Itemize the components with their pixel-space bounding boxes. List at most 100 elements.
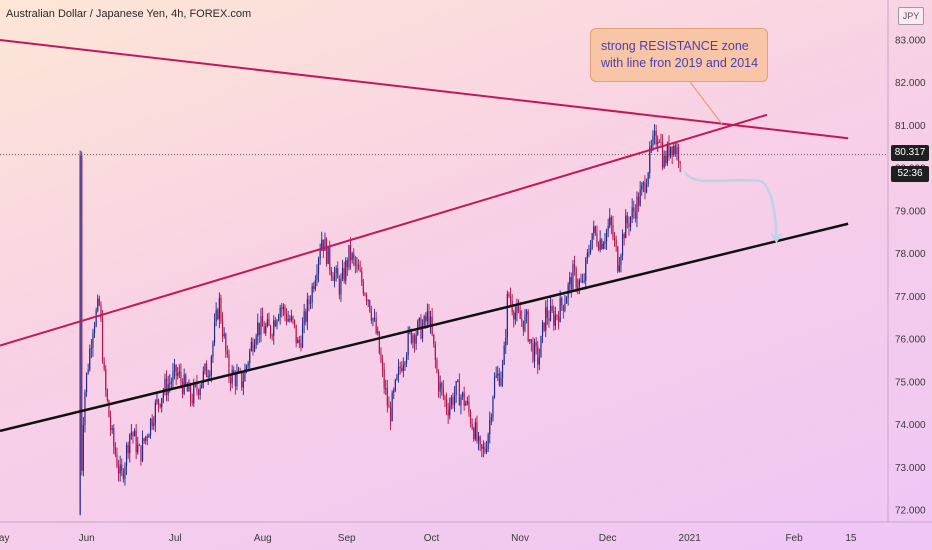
candle-body: [569, 277, 571, 285]
candle-body: [460, 396, 462, 406]
y-tick-label: 79.000: [895, 206, 926, 217]
candle-body: [266, 319, 268, 327]
annotation-callout[interactable]: strong RESISTANCE zone with line fron 20…: [590, 28, 768, 82]
candle-body: [234, 373, 236, 386]
candle-body: [519, 311, 521, 319]
candle-body: [439, 382, 441, 392]
candle-body: [92, 332, 94, 348]
candle-body: [471, 424, 473, 429]
candle-body: [533, 342, 536, 362]
candles[interactable]: [79, 124, 681, 516]
x-tick-label: Feb: [785, 533, 803, 544]
candle-body: [268, 319, 270, 326]
candle-body: [613, 237, 616, 241]
candle-body: [105, 368, 107, 390]
candle-body: [207, 376, 209, 378]
candle-body: [114, 446, 116, 455]
x-tick-label: Nov: [511, 533, 529, 544]
candle-body: [617, 246, 619, 272]
candle-body: [269, 325, 272, 336]
candle-body: [90, 347, 92, 350]
candle-body: [319, 250, 321, 259]
candle-body: [527, 311, 529, 341]
candle-body: [474, 422, 476, 440]
candle-body: [599, 239, 601, 250]
candle-body: [623, 234, 625, 239]
candle-body: [594, 226, 596, 234]
candle-body: [231, 369, 233, 384]
candle-body: [177, 373, 179, 376]
currency-unit-button[interactable]: JPY: [898, 7, 924, 25]
candle-body: [428, 311, 430, 325]
candle-body: [588, 252, 590, 254]
candle-body: [458, 380, 460, 406]
candle-body: [127, 444, 129, 454]
candle-body: [372, 318, 374, 321]
candle-body: [265, 326, 267, 334]
candle-body: [610, 217, 612, 225]
candle-body: [209, 375, 211, 377]
candle-body: [634, 211, 636, 219]
rising-trendline[interactable]: [0, 113, 768, 347]
candle-body: [589, 248, 592, 253]
candle-body: [402, 365, 404, 372]
candle-body: [324, 238, 326, 251]
candle-body: [572, 264, 574, 290]
candle-body: [649, 147, 651, 173]
candle-body: [111, 428, 113, 430]
candle-body: [367, 300, 369, 301]
candle-body: [97, 298, 99, 311]
candle-body: [666, 143, 668, 164]
candle-body: [485, 449, 488, 452]
y-tick-label: 76.000: [895, 335, 926, 346]
candle-body: [565, 298, 568, 304]
candle-body: [180, 371, 182, 382]
annotation-line-1: strong RESISTANCE zone: [601, 39, 749, 53]
candle-body: [330, 269, 332, 277]
candle-body: [509, 295, 512, 302]
candle-body: [178, 371, 180, 374]
candle-body: [173, 364, 176, 372]
forecast-arrow[interactable]: [684, 171, 778, 241]
support-trendline[interactable]: [0, 222, 849, 433]
candle-body: [327, 246, 329, 264]
y-tick-label: 78.000: [895, 249, 926, 260]
y-tick-label: 83.000: [895, 36, 926, 47]
candle-body: [228, 354, 230, 378]
candle-body: [377, 331, 379, 334]
candle-body: [637, 196, 640, 206]
x-tick-label: Oct: [424, 533, 440, 544]
candle-body: [87, 369, 89, 374]
candle-body: [133, 430, 136, 437]
candle-body: [338, 278, 340, 295]
candle-body: [329, 246, 331, 270]
candle-body: [437, 372, 440, 392]
candle-body: [506, 294, 508, 338]
candle-body: [676, 147, 678, 155]
candle-body: [538, 357, 540, 365]
candle-body: [644, 182, 646, 193]
candle-body: [541, 322, 544, 336]
candle-body: [375, 317, 377, 334]
resistance-trendline[interactable]: [0, 39, 849, 140]
candle-body: [247, 363, 249, 366]
candle-body: [145, 436, 147, 442]
candle-body: [124, 465, 126, 480]
x-tick-label: Jun: [79, 533, 95, 544]
candle-body: [193, 384, 195, 404]
candle-body: [570, 277, 572, 290]
candle-body: [236, 372, 238, 386]
candle-body: [186, 385, 188, 392]
y-tick-label: 77.000: [895, 292, 926, 303]
candle-body: [396, 375, 398, 380]
candle-body: [671, 146, 673, 155]
candle-body: [388, 405, 390, 408]
candle-body: [557, 316, 560, 322]
candle-body: [383, 368, 385, 389]
x-tick-label: Jul: [169, 533, 182, 544]
candle-body: [250, 342, 252, 351]
x-tick-label: Aug: [254, 533, 272, 544]
candle-body: [82, 425, 84, 471]
